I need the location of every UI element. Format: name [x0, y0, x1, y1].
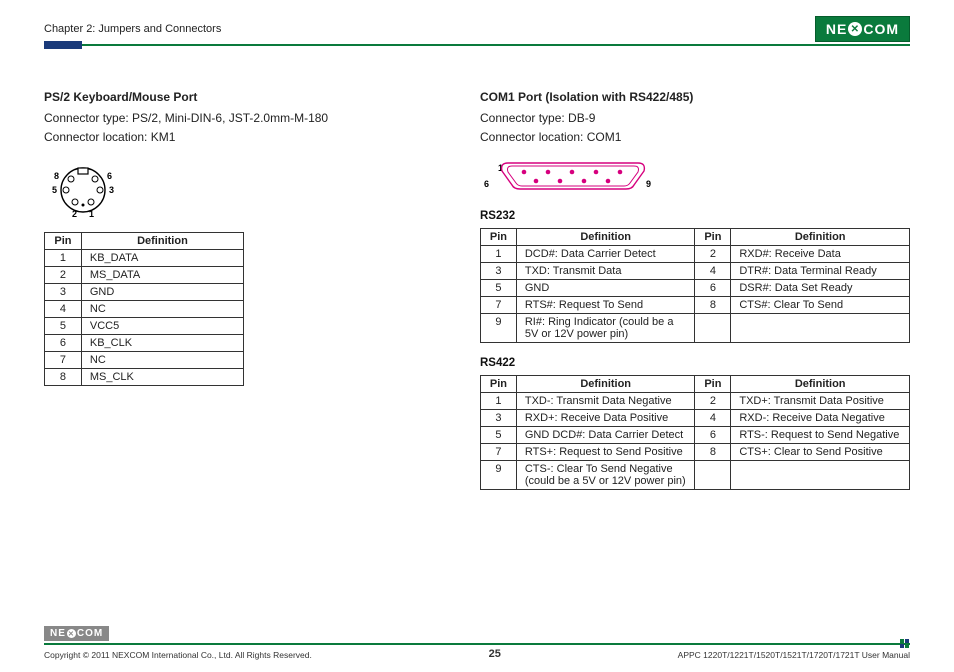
manual-name: APPC 1220T/1221T/1520T/1521T/1720T/1721T…: [678, 650, 910, 660]
ps2-conn-type: Connector type: PS/2, Mini-DIN-6, JST-2.…: [44, 110, 440, 127]
table-row: 1KB_DATA: [45, 249, 244, 266]
table-row: 3GND: [45, 283, 244, 300]
ps2-connector-diagram: 8 6 5 3 2 1: [44, 161, 440, 222]
brand-logo: NE ✕ COM: [815, 16, 910, 42]
table-row: 2MS_DATA: [45, 266, 244, 283]
logo-x-icon: ✕: [848, 22, 862, 36]
rs232-table: Pin Definition Pin Definition 1DCD#: Dat…: [480, 228, 910, 343]
com1-conn-type: Connector type: DB-9: [480, 110, 910, 127]
table-row: 3TXD: Transmit Data4DTR#: Data Terminal …: [481, 262, 910, 279]
header-rule: [44, 44, 910, 46]
table-row: 1DCD#: Data Carrier Detect2RXD#: Receive…: [481, 245, 910, 262]
footer-dots-icon: [900, 639, 910, 649]
header-rule-tab: [44, 41, 82, 49]
table-row: 7RTS#: Request To Send8CTS#: Clear To Se…: [481, 296, 910, 313]
table-row: 6KB_CLK: [45, 334, 244, 351]
chapter-title: Chapter 2: Jumpers and Connectors: [44, 23, 221, 35]
table-row: 8MS_CLK: [45, 368, 244, 385]
table-row: 3RXD+: Receive Data Positive4RXD-: Recei…: [481, 409, 910, 426]
table-row: 1TXD-: Transmit Data Negative2TXD+: Tran…: [481, 392, 910, 409]
copyright-text: Copyright © 2011 NEXCOM International Co…: [44, 650, 312, 660]
table-row: 5GND DCD#: Data Carrier Detect6RTS-: Req…: [481, 426, 910, 443]
ps2-pin-3: 3: [109, 185, 114, 195]
table-row: 4NC: [45, 300, 244, 317]
ps2-title: PS/2 Keyboard/Mouse Port: [44, 90, 440, 104]
footer-logo-x-icon: ✕: [67, 629, 76, 638]
rs422-title: RS422: [480, 357, 910, 369]
com1-title: COM1 Port (Isolation with RS422/485): [480, 90, 910, 104]
table-row: 5GND6DSR#: Data Set Ready: [481, 279, 910, 296]
ps2-pin-1: 1: [89, 209, 94, 219]
com1-conn-loc: Connector location: COM1: [480, 129, 910, 146]
ps2-pin-6: 6: [107, 171, 112, 181]
table-row: 7RTS+: Request to Send Positive8CTS+: Cl…: [481, 443, 910, 460]
rs232-title: RS232: [480, 210, 910, 222]
th-def: Definition: [81, 232, 243, 249]
ps2-pin-5: 5: [52, 185, 57, 195]
ps2-conn-loc: Connector location: KM1: [44, 129, 440, 146]
table-row: 9RI#: Ring Indicator (could be a 5V or 1…: [481, 313, 910, 342]
table-row: 5VCC5: [45, 317, 244, 334]
footer-logo: NE ✕ COM: [44, 626, 109, 641]
svg-text:9: 9: [646, 179, 651, 189]
db9-connector-diagram: 1 5 6 9: [480, 159, 910, 196]
th-pin: Pin: [45, 232, 82, 249]
ps2-pin-8: 8: [54, 171, 59, 181]
svg-text:6: 6: [484, 179, 489, 189]
table-row: 7NC: [45, 351, 244, 368]
table-row: 9CTS-: Clear To Send Negative (could be …: [481, 460, 910, 489]
ps2-pin-table: Pin Definition 1KB_DATA 2MS_DATA 3GND 4N…: [44, 232, 244, 386]
rs422-table: Pin Definition Pin Definition 1TXD-: Tra…: [480, 375, 910, 490]
ps2-pin-2: 2: [72, 209, 77, 219]
footer-rule: [44, 643, 910, 645]
page-number: 25: [489, 648, 501, 660]
